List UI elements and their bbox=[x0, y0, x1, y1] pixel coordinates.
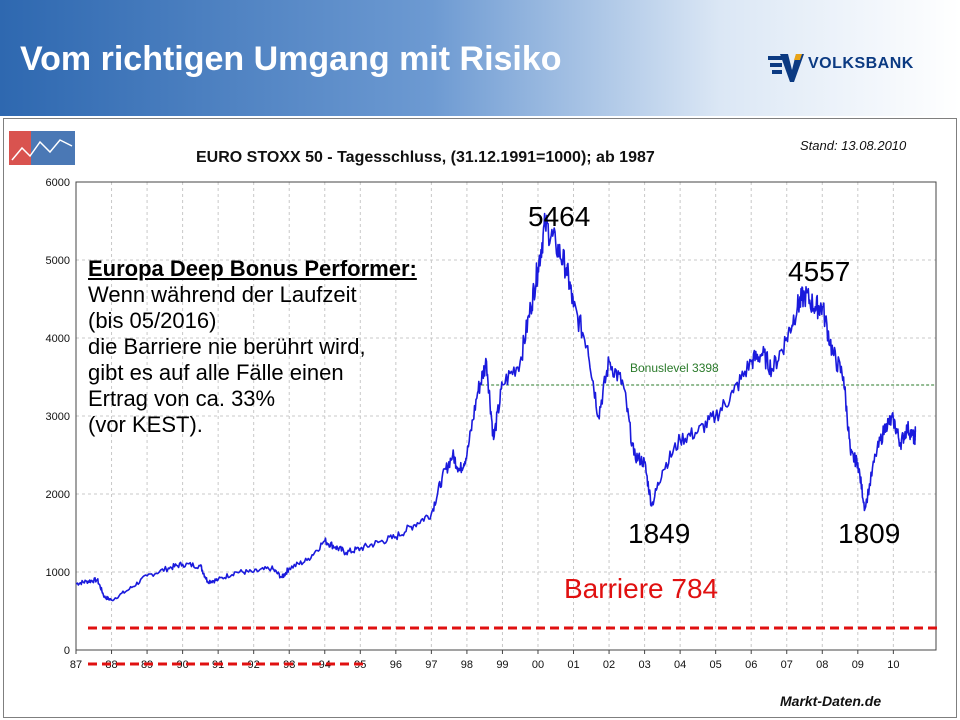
note-line: (vor KEST). bbox=[88, 412, 203, 437]
slide-title: Vom richtigen Umgang mit Risiko bbox=[20, 40, 562, 78]
x-tick-label: 92 bbox=[248, 659, 260, 671]
note-line: die Barriere nie berührt wird, bbox=[88, 334, 366, 359]
x-tick-label: 09 bbox=[852, 659, 864, 671]
x-tick-label: 90 bbox=[176, 659, 188, 671]
market-data-logo-icon bbox=[9, 131, 75, 165]
x-tick-label: 10 bbox=[887, 659, 899, 671]
note-line: gibt es auf alle Fälle einen bbox=[88, 360, 344, 385]
x-tick-label: 99 bbox=[496, 659, 508, 671]
logo-text: VOLKSBANK bbox=[808, 55, 914, 72]
volksbank-logo: VOLKSBANK bbox=[766, 50, 946, 84]
volksbank-logo-icon bbox=[768, 54, 804, 82]
chart-source: Markt-Daten.de bbox=[780, 693, 881, 709]
x-tick-label: 02 bbox=[603, 659, 615, 671]
x-tick-label: 00 bbox=[532, 659, 544, 671]
series-line bbox=[75, 212, 917, 602]
note-line: (bis 05/2016) bbox=[88, 308, 217, 333]
x-tick-label: 87 bbox=[70, 659, 82, 671]
y-tick-label: 2000 bbox=[46, 489, 70, 501]
plot-border bbox=[75, 181, 937, 651]
x-tick-label: 94 bbox=[319, 659, 331, 671]
x-tick-label: 05 bbox=[710, 659, 722, 671]
x-tick-label: 03 bbox=[638, 659, 650, 671]
annotation-1809: 1809 bbox=[838, 518, 900, 549]
x-tick-label: 04 bbox=[674, 659, 686, 671]
x-tick-label: 08 bbox=[816, 659, 828, 671]
y-tick-label: 1000 bbox=[46, 567, 70, 579]
x-tick-label: 06 bbox=[745, 659, 757, 671]
y-tick-label: 3000 bbox=[46, 411, 70, 423]
y-axis: 0 1000 2000 3000 4000 5000 6000 bbox=[46, 177, 70, 657]
x-tick-label: 88 bbox=[105, 659, 117, 671]
chart-frame bbox=[3, 118, 957, 718]
y-tick-label: 4000 bbox=[46, 333, 70, 345]
x-tick-label: 01 bbox=[567, 659, 579, 671]
chart-title: EURO STOXX 50 - Tagesschluss, (31.12.199… bbox=[196, 149, 655, 166]
x-tick-label: 98 bbox=[461, 659, 473, 671]
y-tick-label: 5000 bbox=[46, 255, 70, 267]
product-note: Europa Deep Bonus Performer: Wenn währen… bbox=[88, 256, 508, 438]
annotation-5464: 5464 bbox=[528, 201, 590, 232]
barrier-label: Barriere 784 bbox=[564, 573, 718, 604]
slide-header: Vom richtigen Umgang mit Risiko VOLKSBAN… bbox=[0, 0, 960, 116]
chart-date-stamp: Stand: 13.08.2010 bbox=[800, 138, 907, 153]
x-axis: 8788899091929394959697989900010203040506… bbox=[70, 650, 899, 671]
x-tick-label: 96 bbox=[390, 659, 402, 671]
y-tick-label: 6000 bbox=[46, 177, 70, 189]
x-tick-label: 97 bbox=[425, 659, 437, 671]
x-tick-label: 07 bbox=[781, 659, 793, 671]
note-line: Wenn während der Laufzeit bbox=[88, 282, 357, 307]
annotation-1849: 1849 bbox=[628, 518, 690, 549]
note-heading: Europa Deep Bonus Performer: bbox=[88, 256, 417, 281]
note-line: Ertrag von ca. 33% bbox=[88, 386, 276, 411]
bonus-level-label: Bonuslevel 3398 bbox=[630, 361, 719, 375]
y-tick-label: 0 bbox=[64, 645, 70, 657]
annotation-4557: 4557 bbox=[788, 256, 850, 287]
